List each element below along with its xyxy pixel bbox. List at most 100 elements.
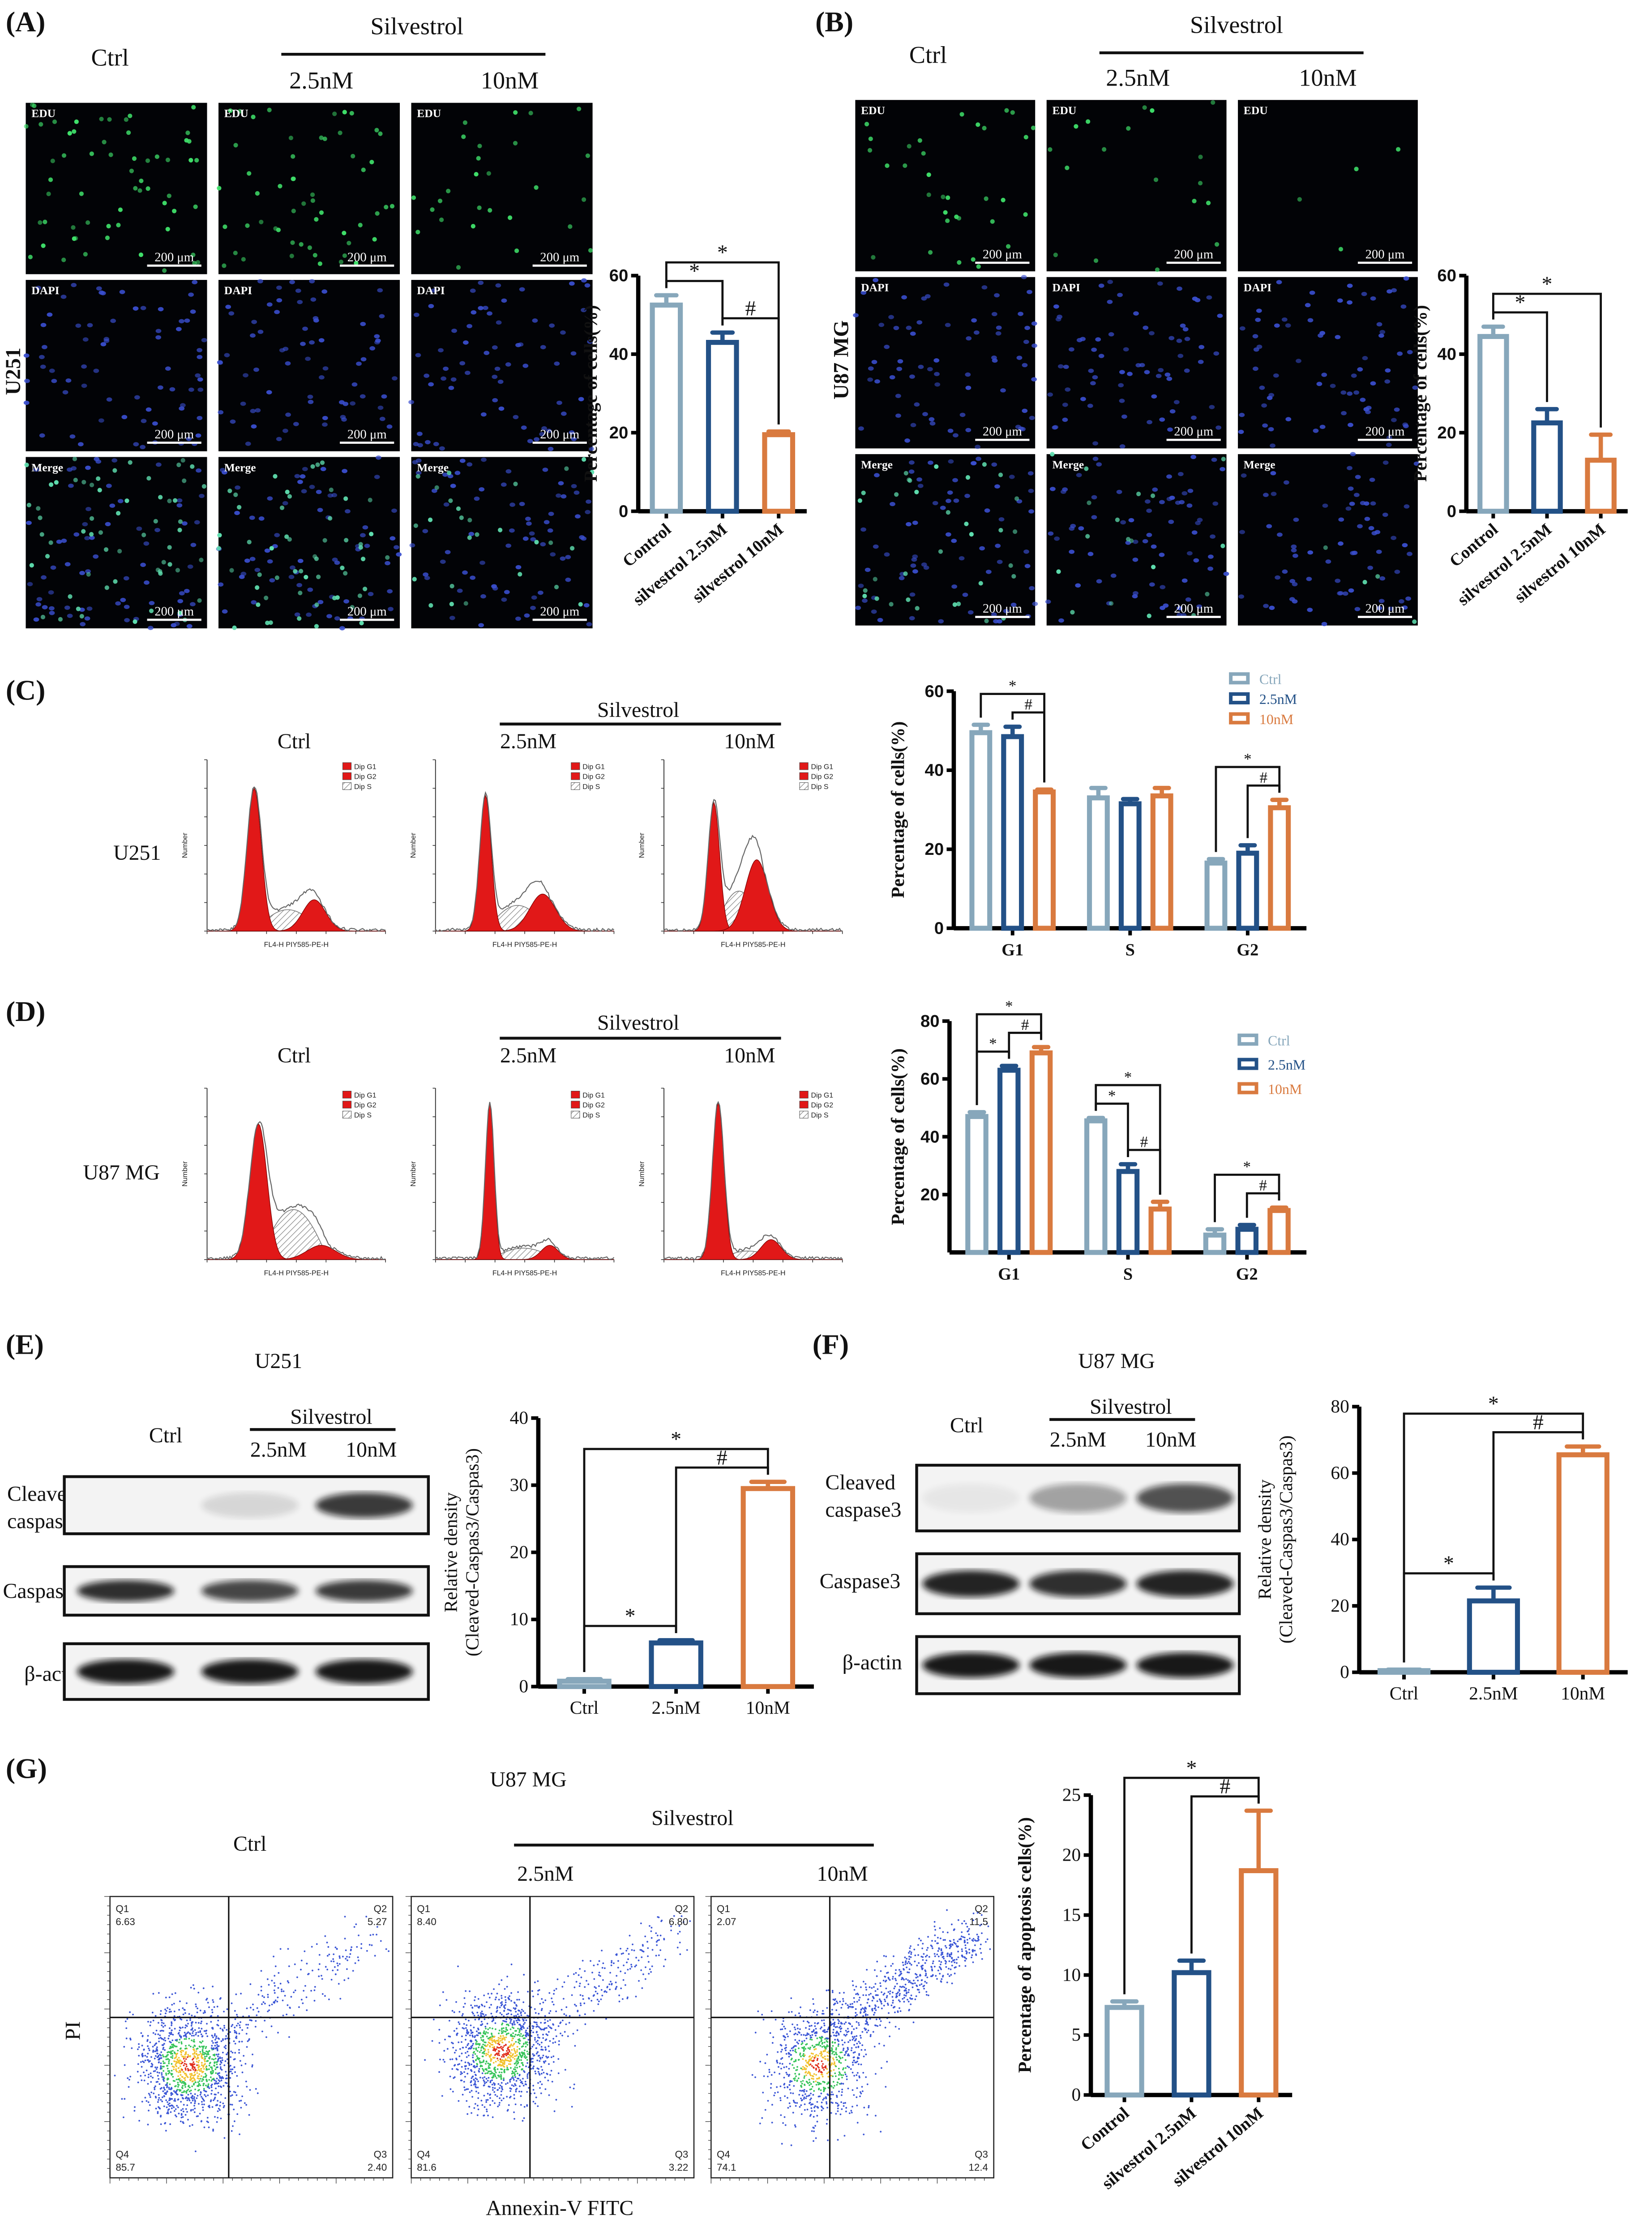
event-dot — [148, 2049, 150, 2051]
nucleus-dot — [1325, 559, 1331, 564]
scale-bar-label: 200 μm — [347, 250, 387, 265]
event-dot — [175, 2115, 177, 2118]
event-dot — [154, 2044, 156, 2046]
event-dot — [503, 2037, 505, 2039]
event-dot — [238, 2041, 240, 2043]
event-dot — [261, 1995, 264, 1997]
nucleus-dot — [267, 559, 273, 564]
event-dot — [318, 1963, 321, 1965]
event-dot — [238, 2033, 240, 2035]
event-dot — [212, 2130, 214, 2132]
event-dot — [476, 2005, 478, 2007]
nucleus-dot — [1348, 423, 1353, 427]
event-dot — [195, 2053, 197, 2055]
edu-dot — [411, 195, 416, 200]
event-dot — [548, 2031, 550, 2033]
event-dot — [476, 2012, 479, 2014]
nucleus-dot — [379, 416, 385, 421]
event-dot — [492, 2046, 494, 2049]
nucleus-dot — [1091, 347, 1097, 352]
event-dot — [483, 2059, 485, 2062]
event-dot — [554, 2041, 556, 2043]
event-dot — [198, 2073, 201, 2075]
edu-dot — [894, 492, 899, 497]
event-dot — [536, 2024, 538, 2025]
nucleus-dot — [1022, 408, 1028, 413]
event-dot — [501, 2048, 503, 2050]
event-dot — [164, 2039, 167, 2042]
event-dot — [634, 1965, 636, 1968]
edu-dot — [1065, 165, 1070, 170]
event-dot — [126, 2018, 128, 2020]
event-dot — [445, 1999, 448, 2001]
event-dot — [162, 2060, 164, 2063]
nucleus-dot — [307, 395, 313, 399]
event-dot — [815, 2137, 817, 2139]
nucleus-dot — [62, 390, 68, 395]
event-dot — [159, 2057, 161, 2059]
event-dot — [497, 2083, 500, 2085]
event-dot — [689, 1920, 691, 1922]
nucleus-dot — [1120, 520, 1126, 525]
event-dot — [899, 2007, 900, 2009]
event-dot — [950, 1968, 952, 1970]
edu-dot — [299, 242, 304, 247]
nucleus-dot — [573, 490, 580, 495]
event-dot — [605, 1991, 608, 1993]
event-dot — [500, 2065, 502, 2067]
nucleus-dot — [984, 508, 990, 513]
event-dot — [162, 2054, 164, 2056]
event-dot — [201, 2072, 203, 2073]
nucleus-dot — [1211, 457, 1217, 462]
event-dot — [902, 1961, 904, 1964]
event-dot — [318, 1954, 321, 1956]
edu-dot — [310, 192, 315, 197]
event-dot — [686, 1949, 688, 1951]
event-dot — [464, 2003, 466, 2005]
event-dot — [523, 2053, 526, 2055]
event-dot — [624, 1972, 626, 1974]
nucleus-dot — [1385, 368, 1391, 373]
event-dot — [516, 2051, 518, 2053]
nucleus-dot — [581, 536, 587, 541]
event-dot — [516, 2060, 518, 2062]
event-dot — [184, 2032, 186, 2034]
nucleus-dot — [1335, 579, 1341, 583]
event-dot — [836, 2094, 838, 2097]
event-dot — [453, 2011, 455, 2013]
event-dot — [902, 1986, 904, 1988]
event-dot — [245, 2104, 248, 2106]
nucleus-dot — [554, 361, 560, 366]
nucleus-dot — [1027, 290, 1032, 294]
event-dot — [482, 2067, 484, 2070]
event-dot — [213, 2048, 214, 2050]
event-dot — [368, 1944, 371, 1946]
event-dot — [532, 2089, 535, 2091]
event-dot — [175, 2046, 178, 2048]
event-dot — [545, 2038, 548, 2041]
nucleus-dot — [313, 318, 319, 323]
nucleus-dot — [155, 329, 162, 333]
event-dot — [200, 2033, 202, 2035]
event-dot — [229, 2077, 231, 2079]
event-dot — [471, 2090, 473, 2092]
event-dot — [334, 1973, 337, 1975]
event-dot — [474, 2005, 476, 2007]
event-dot — [193, 2111, 196, 2113]
edu-dot — [359, 621, 364, 626]
nucleus-dot — [71, 283, 77, 287]
event-dot — [515, 2041, 517, 2043]
event-dot — [537, 2040, 539, 2042]
event-dot — [152, 2032, 154, 2034]
edu-dot — [255, 191, 260, 196]
event-dot — [774, 2092, 776, 2094]
event-dot — [524, 2012, 526, 2014]
event-dot — [508, 2009, 510, 2011]
nucleus-dot — [308, 399, 314, 404]
event-dot — [238, 2049, 240, 2051]
event-dot — [173, 2110, 175, 2112]
nucleus-dot — [1330, 384, 1336, 388]
event-dot — [558, 2040, 560, 2042]
event-dot — [497, 2047, 500, 2049]
